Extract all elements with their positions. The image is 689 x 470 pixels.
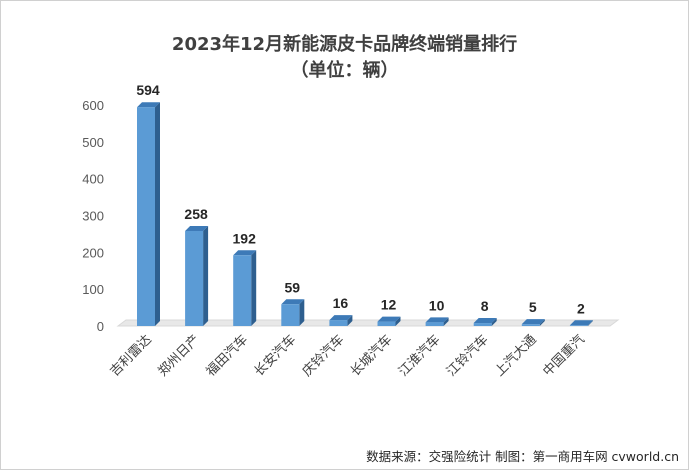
y-tick-label: 600 xyxy=(82,98,104,113)
bar xyxy=(425,322,444,326)
x-tick-label: 福田汽车 xyxy=(203,332,251,380)
x-tick-label: 郑州日产 xyxy=(156,332,203,379)
y-tick-label: 400 xyxy=(82,172,104,187)
x-tick-label: 江铃汽车 xyxy=(443,332,491,380)
y-tick-label: 500 xyxy=(82,135,104,150)
bar-side xyxy=(443,317,449,326)
data-label: 594 xyxy=(136,82,160,98)
data-label: 5 xyxy=(529,299,537,315)
bar-side xyxy=(395,316,401,326)
bar-top xyxy=(425,317,449,323)
y-tick-label: 0 xyxy=(97,319,104,334)
bar-top xyxy=(521,319,545,325)
chart-subtitle: （单位：辆） xyxy=(290,60,399,81)
bar xyxy=(137,107,155,327)
bar xyxy=(521,324,540,326)
bar-top xyxy=(281,299,305,305)
bar xyxy=(185,230,204,326)
bar-side xyxy=(491,318,497,326)
data-label: 10 xyxy=(429,297,445,313)
bar-top xyxy=(329,315,353,321)
bar-side xyxy=(347,315,353,326)
x-tick-label: 庆铃汽车 xyxy=(299,332,347,380)
bar-top xyxy=(233,250,257,256)
data-label: 192 xyxy=(233,230,257,246)
bar-side xyxy=(587,320,593,326)
chart-title: 2023年12月新能源皮卡品牌终端销量排行 xyxy=(171,34,518,55)
data-label: 59 xyxy=(285,279,301,295)
x-tick-label: 江淮汽车 xyxy=(395,332,443,380)
source-note: 数据来源：交强险统计 制图：第一商用车网 cvworld.cn xyxy=(366,449,679,464)
bar-side xyxy=(251,250,257,326)
bar-top xyxy=(137,102,160,108)
bar-top xyxy=(185,225,209,231)
bar-top xyxy=(377,316,401,322)
x-tick-label: 长城汽车 xyxy=(347,332,395,380)
bar xyxy=(569,325,588,326)
y-tick-label: 100 xyxy=(82,282,104,297)
data-label: 2 xyxy=(577,300,585,316)
bar xyxy=(281,304,300,326)
bar-side xyxy=(155,102,160,327)
bar xyxy=(473,323,492,326)
bar xyxy=(233,255,252,326)
bar xyxy=(377,321,396,326)
bar-top xyxy=(569,320,593,326)
x-tick-label: 中国重汽 xyxy=(540,332,588,380)
data-label: 258 xyxy=(184,206,208,222)
bar-side xyxy=(539,319,545,326)
x-tick-label: 吉利雷达 xyxy=(107,332,154,379)
data-label: 12 xyxy=(381,297,397,313)
bar-side xyxy=(299,299,305,326)
x-tick-label: 长安汽车 xyxy=(251,332,299,380)
x-tick-label: 上汽大通 xyxy=(492,332,539,379)
data-label: 8 xyxy=(481,298,489,314)
bar xyxy=(329,320,348,326)
y-tick-label: 200 xyxy=(82,245,104,260)
bar-side xyxy=(203,225,209,326)
bar-top xyxy=(473,318,497,324)
data-label: 16 xyxy=(333,295,349,311)
y-tick-label: 300 xyxy=(82,209,104,224)
